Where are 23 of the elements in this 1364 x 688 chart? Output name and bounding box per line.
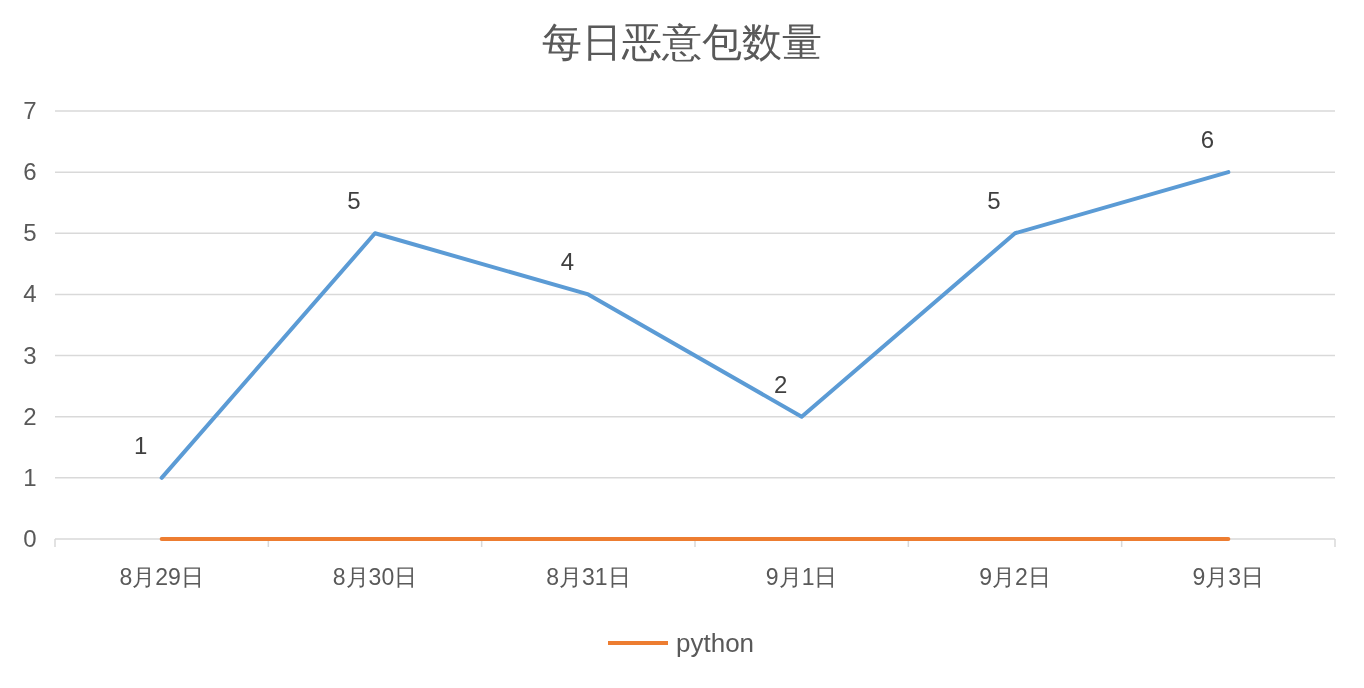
line-series: [159, 170, 1231, 480]
y-tick-label: 0: [23, 525, 37, 552]
y-tick-label: 4: [23, 280, 37, 308]
data-label: 1: [133, 431, 148, 459]
y-tick-label: 7: [23, 97, 37, 124]
data-label: 4: [560, 248, 575, 276]
x-tick-label: 9月2日: [979, 564, 1051, 590]
chart-title: 每日恶意包数量: [542, 20, 822, 64]
data-label: 5: [347, 187, 361, 215]
x-tick-label: 8月29日: [119, 564, 204, 590]
y-tick-label: 6: [23, 158, 37, 186]
y-tick-label: 1: [23, 463, 37, 491]
data-label: 5: [987, 187, 1001, 215]
x-tick-label: 8月30日: [332, 564, 418, 590]
y-tick-label: 2: [23, 402, 37, 430]
x-tick-label: 8月31日: [546, 564, 631, 590]
legend-label: python: [676, 628, 755, 658]
y-tick-label: 3: [23, 341, 37, 369]
y-tick-label: 5: [23, 219, 37, 247]
x-tick-label: 9月1日: [765, 564, 838, 590]
x-tick-label: 9月3日: [1192, 564, 1265, 590]
data-label: 6: [1200, 126, 1215, 154]
data-label: 2: [773, 370, 788, 398]
